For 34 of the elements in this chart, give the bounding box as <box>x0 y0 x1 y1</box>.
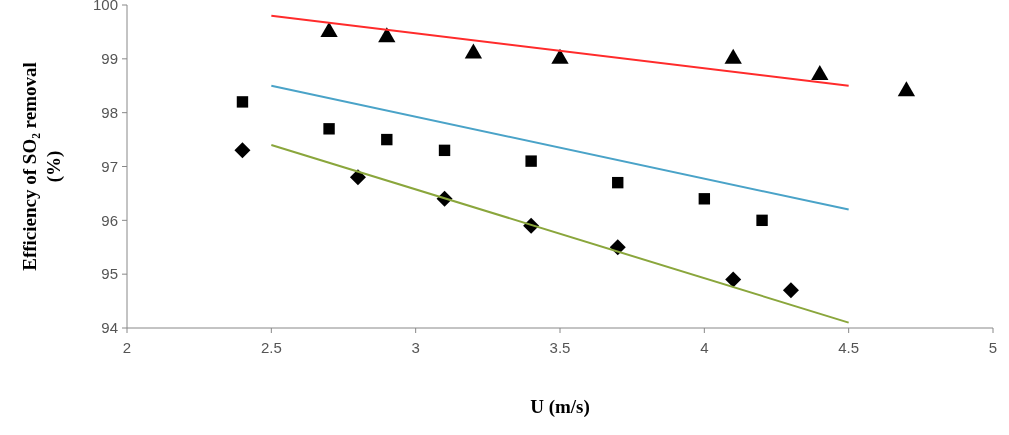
x-tick-label: 3 <box>411 339 420 356</box>
point <box>811 64 829 80</box>
point <box>464 43 483 59</box>
y-tick-label: 100 <box>92 0 118 14</box>
point <box>234 142 251 159</box>
y-tick-label: 95 <box>101 265 118 283</box>
y-axis-title: Efficiency of SO₂ removal (%) <box>18 62 66 271</box>
point <box>438 144 451 157</box>
x-tick-label: 2.5 <box>260 339 282 356</box>
point <box>782 282 799 299</box>
x-tick-label: 4.5 <box>838 339 860 356</box>
point <box>349 169 366 186</box>
x-tick-label: 2 <box>122 339 132 356</box>
point <box>897 81 916 97</box>
point <box>378 27 396 43</box>
x-axis-title: U (m/s) <box>530 396 590 418</box>
point <box>756 214 768 227</box>
y-tick-label: 94 <box>101 319 118 337</box>
point <box>320 21 338 37</box>
point <box>612 176 624 189</box>
x-tick-label: 3.5 <box>549 339 571 356</box>
point <box>724 48 742 64</box>
y-tick-label: 98 <box>101 103 118 121</box>
point <box>381 133 393 146</box>
y-tick-label: 97 <box>101 157 118 175</box>
point <box>698 193 711 205</box>
y-tick-label: 99 <box>101 50 118 68</box>
y-tick-label: 96 <box>101 211 118 229</box>
point <box>236 96 249 108</box>
x-tick-label: 5 <box>988 339 998 356</box>
point <box>323 123 335 135</box>
point <box>725 271 742 288</box>
x-tick-label: 4 <box>700 339 709 356</box>
point <box>525 155 537 167</box>
